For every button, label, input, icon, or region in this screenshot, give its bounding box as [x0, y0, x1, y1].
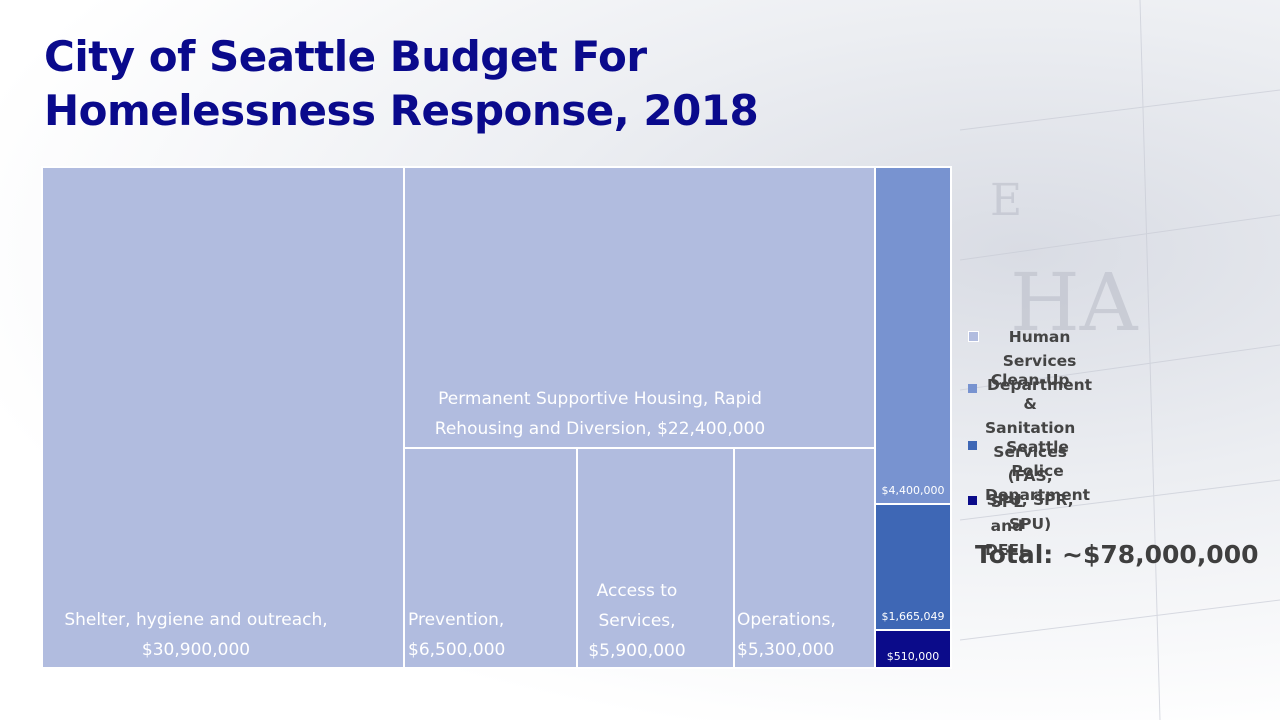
chart-title: City of Seattle Budget For Homelessness … [44, 30, 759, 138]
legend-swatch-police [968, 441, 977, 450]
cell-operations-name: Operations, [737, 610, 836, 630]
cell-access-to-services [576, 447, 735, 669]
legend-item-police: Seattle Police Department [968, 435, 1090, 507]
legend-label-human-services: Human Services Department [987, 328, 1093, 394]
legend-item-cleanup: Clean-Up & Sanitation Services (FAS, SPU… [968, 368, 1075, 536]
cell-access-to-services-name: Access to Services, [596, 581, 678, 631]
total-label: Total: ~$78,000,000 [975, 540, 1259, 569]
cell-cleanup-value: $4,400,000 [881, 484, 945, 497]
cell-operations [733, 447, 876, 669]
cell-prevention [403, 447, 578, 669]
cell-prevention-value: $6,500,000 [408, 640, 506, 660]
legend-label-spl-deel: SPL and DEEL [985, 493, 1029, 559]
chart-title-line-2: Homelessness Response, 2018 [44, 86, 759, 135]
cell-police-value: $1,665,049 [881, 610, 945, 623]
cell-spl-deel [874, 629, 952, 669]
cell-police [874, 503, 952, 631]
legend-label-cleanup-line-1: Clean-Up & Sanitation Services [985, 371, 1076, 461]
legend-swatch-human-services [968, 331, 979, 342]
cell-access-to-services-label: Access to Services, $5,900,000 [576, 576, 698, 666]
cell-spl-deel-value: $510,000 [886, 650, 940, 663]
cell-operations-value: $5,300,000 [737, 640, 835, 660]
cell-shelter-label: Shelter, hygiene and outreach, $30,900,0… [41, 605, 351, 665]
cell-permanent-housing-name: Permanent Supportive Housing, Rapid Reho… [434, 389, 762, 439]
cell-prevention-name: Prevention, [408, 610, 505, 630]
cell-prevention-label: Prevention, $6,500,000 [408, 605, 505, 665]
cell-permanent-housing-value: $22,400,000 [657, 419, 766, 439]
cell-operations-label: Operations, $5,300,000 [737, 605, 836, 665]
cell-shelter-value: $30,900,000 [141, 640, 251, 660]
legend-label-police: Seattle Police Department [985, 438, 1091, 504]
cell-shelter [41, 166, 405, 669]
cell-permanent-housing [403, 166, 876, 449]
legend-swatch-cleanup [968, 384, 977, 393]
legend-label-cleanup: Clean-Up & Sanitation Services (FAS, SPU… [985, 368, 1075, 536]
legend-swatch-spl-deel [968, 496, 977, 505]
cell-permanent-housing-label: Permanent Supportive Housing, Rapid Reho… [404, 384, 796, 444]
cell-access-to-services-value: $5,900,000 [588, 641, 686, 661]
cell-cleanup [874, 166, 952, 505]
legend-item-human-services: Human Services Department [968, 325, 1092, 397]
chart-title-line-1: City of Seattle Budget For [44, 32, 647, 81]
cell-shelter-name: Shelter, hygiene and outreach, [64, 610, 328, 630]
legend-label-cleanup-line-2: (FAS, SPU, SPR, SPU) [986, 467, 1074, 533]
legend-item-spl-deel: SPL and DEEL [968, 490, 1029, 562]
